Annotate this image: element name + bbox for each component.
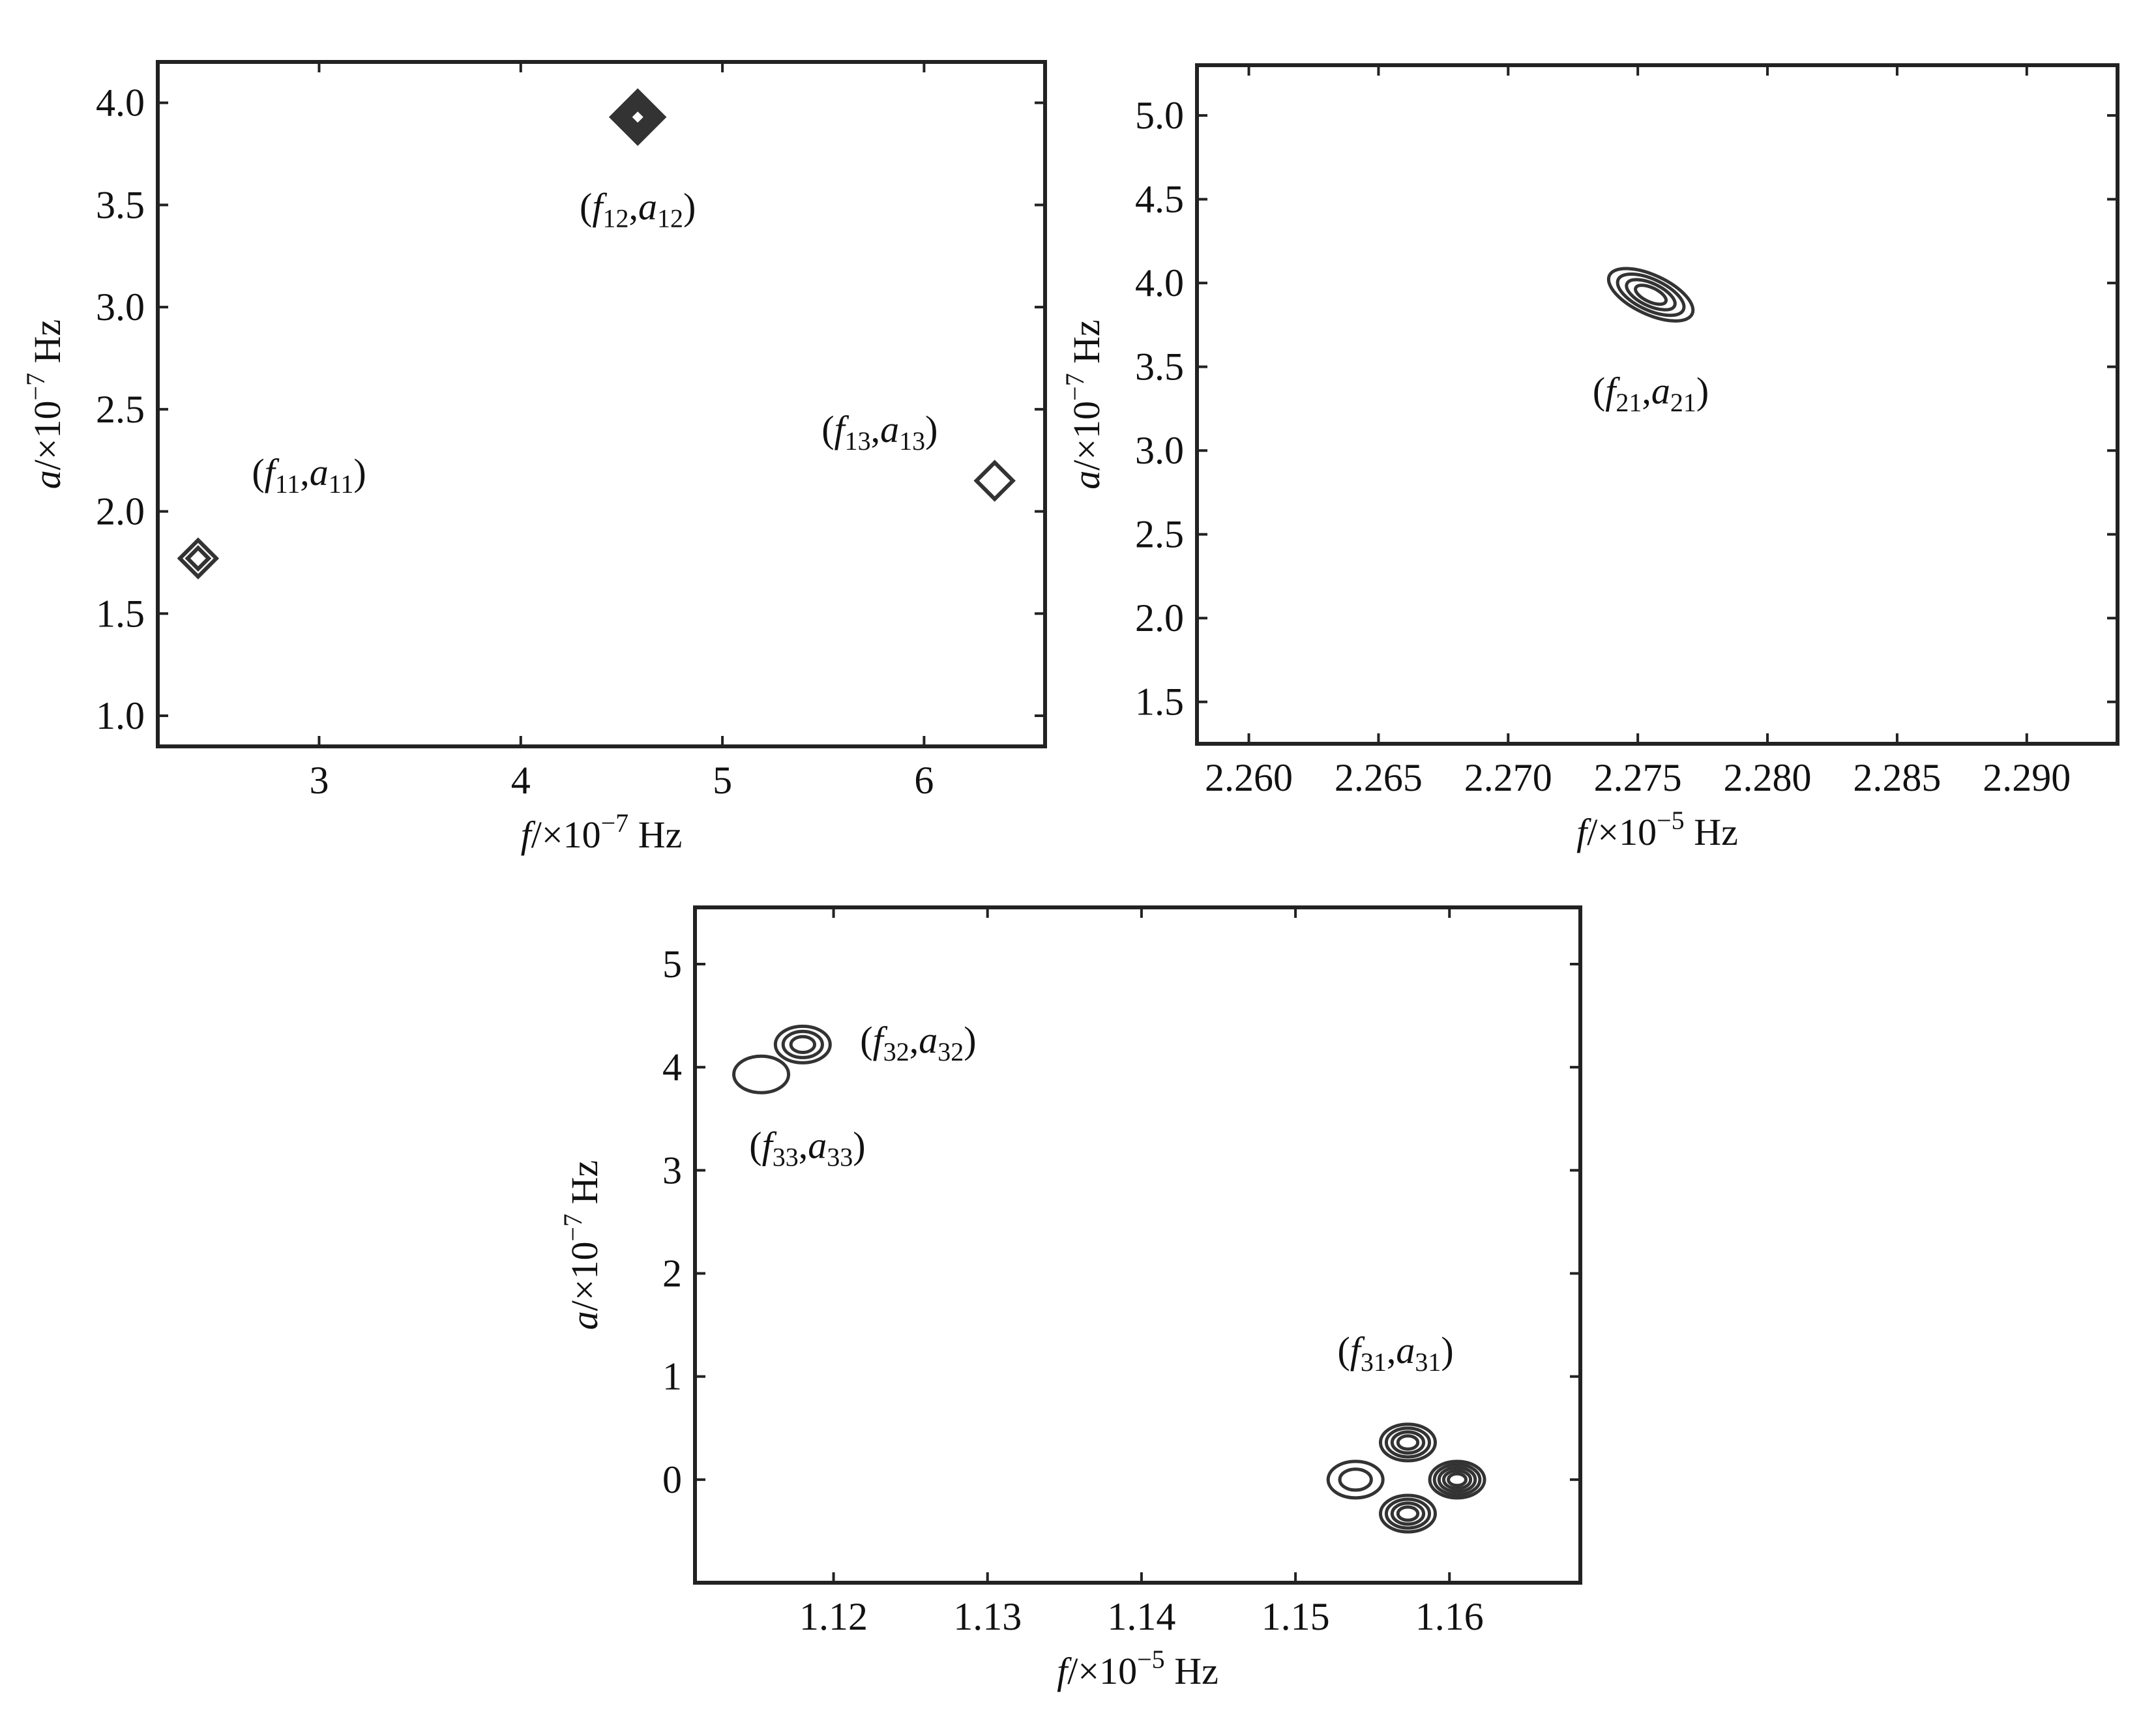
contour-line: [1378, 1493, 1437, 1534]
contour-line: [781, 1029, 824, 1059]
peak-annotation: (f33,a33): [749, 1124, 865, 1171]
contour-peak: [1606, 267, 1695, 323]
contour-line: [1390, 1430, 1426, 1455]
y-axis-label: a/×10−7 Hz: [21, 319, 68, 490]
plot-frame: [156, 60, 1047, 748]
x-tick-label: 3: [309, 759, 329, 802]
plot-frame: [693, 905, 1582, 1585]
peak-annotation: (f12,a12): [580, 185, 696, 233]
contour-line: [1447, 1472, 1468, 1488]
contour-line: [1390, 1501, 1426, 1526]
y-tick-label: 5.0: [1135, 94, 1184, 137]
contour-peak: [177, 537, 220, 580]
x-tick-label: 2.265: [1335, 756, 1423, 799]
x-axis-label: f/×10−7 Hz: [521, 808, 683, 856]
peak-annotation: (f21,a21): [1593, 370, 1709, 417]
y-tick-label: 2.0: [1135, 596, 1184, 639]
contour-line: [1384, 1497, 1432, 1530]
x-tick-label: 2.290: [1983, 756, 2071, 799]
y-axis-label: a/×10−7 Hz: [1060, 319, 1108, 490]
y-tick-label: 3.0: [1135, 429, 1184, 472]
y-tick-label: 2.0: [96, 490, 145, 533]
y-tick-label: 1.0: [96, 694, 145, 737]
contour-peak: [1326, 1460, 1385, 1500]
chart-panel-bottom: 1.12 1.13 1.14 1.15 1.16 0 1 2 3 4 5 f/×10−5 Hz a/×1…: [558, 905, 1582, 1692]
contour-peak: [973, 460, 1016, 502]
y-tick-label: 1: [662, 1355, 682, 1398]
y-axis-label: a/×10−7 Hz: [558, 1160, 606, 1330]
x-axis-label: f/×10−5 Hz: [1057, 1645, 1218, 1692]
x-tick-label: 1.13: [953, 1595, 1022, 1638]
x-tick-label: 2.270: [1464, 756, 1552, 799]
x-tick-label: 1.16: [1415, 1595, 1484, 1638]
peak-annotation: (f31,a31): [1337, 1329, 1453, 1377]
contour-line: [622, 101, 654, 133]
plot-frame: [1195, 63, 2119, 746]
x-tick-label: 2.260: [1205, 756, 1293, 799]
contour-line: [1428, 1460, 1486, 1500]
contour-line: [1441, 1469, 1473, 1491]
contour-line: [1606, 267, 1695, 323]
contour-peak: [732, 1054, 791, 1094]
y-tick-label: 3.0: [96, 286, 145, 329]
y-tick-label: 4.0: [1135, 261, 1184, 304]
contour-line: [185, 545, 212, 572]
y-tick-label: 5: [662, 943, 682, 986]
y-tick-label: 4.0: [96, 81, 145, 125]
contour-line: [613, 93, 662, 142]
contour-line: [608, 88, 667, 146]
contour-line: [973, 460, 1016, 502]
contour-peak: [1378, 1493, 1437, 1534]
y-tick-label: 1.5: [1135, 681, 1184, 724]
x-tick-label: 1.12: [799, 1595, 868, 1638]
contour-peak: [1378, 1422, 1437, 1463]
peak-annotation: (f13,a13): [821, 408, 938, 456]
y-tick-label: 4: [662, 1046, 682, 1089]
x-tick-label: 4: [511, 759, 531, 802]
y-tick-label: 3: [662, 1149, 682, 1192]
x-tick-label: 5: [713, 759, 732, 802]
x-tick-label: 6: [914, 759, 934, 802]
contour-line: [1437, 1465, 1477, 1493]
contour-line: [1616, 272, 1686, 317]
contour-line: [1338, 1467, 1373, 1492]
contour-line: [177, 537, 220, 580]
contour-line: [1378, 1422, 1437, 1463]
x-tick-label: 2.285: [1853, 756, 1941, 799]
y-tick-label: 4.5: [1135, 178, 1184, 221]
contour-line: [1396, 1505, 1420, 1522]
y-tick-label: 3.5: [1135, 345, 1184, 389]
contour-line: [1326, 1460, 1385, 1500]
contour-line: [627, 106, 649, 128]
y-tick-label: 0: [662, 1458, 682, 1501]
y-tick-label: 1.5: [96, 592, 145, 635]
contour-line: [1384, 1426, 1432, 1459]
peak-annotation: (f32,a32): [860, 1019, 976, 1066]
chart-panel-top-right: 2.260 2.265 2.270 2.275 2.280 2.285 2.290 1.5 2.…: [1060, 63, 2119, 853]
y-tick-label: 2: [662, 1252, 682, 1295]
contour-peak: [1428, 1460, 1486, 1500]
x-axis-label: f/×10−5 Hz: [1576, 806, 1738, 853]
contour-line: [1396, 1434, 1420, 1451]
contour-peak: [608, 88, 667, 146]
contour-line: [732, 1054, 791, 1094]
y-tick-label: 3.5: [96, 183, 145, 226]
contour-peak: [773, 1024, 832, 1064]
x-tick-label: 2.280: [1724, 756, 1812, 799]
contour-line: [617, 96, 658, 138]
x-tick-label: 1.15: [1262, 1595, 1330, 1638]
x-tick-label: 2.275: [1594, 756, 1682, 799]
contour-line: [789, 1035, 817, 1054]
contour-line: [1634, 284, 1668, 306]
contour-line: [1625, 278, 1677, 312]
contour-line: [773, 1024, 832, 1064]
peak-annotation: (f11,a11): [252, 451, 366, 499]
y-tick-label: 2.5: [1135, 513, 1184, 556]
x-tick-label: 1.14: [1107, 1595, 1175, 1638]
chart-panel-top-left: 3 4 5 6 1.0 1.5 2.0 2.5 3.0 3.5 4.0 f/×10−7 Hz a/×10…: [21, 60, 1047, 856]
y-tick-label: 2.5: [96, 388, 145, 431]
contour-line: [1432, 1463, 1482, 1497]
